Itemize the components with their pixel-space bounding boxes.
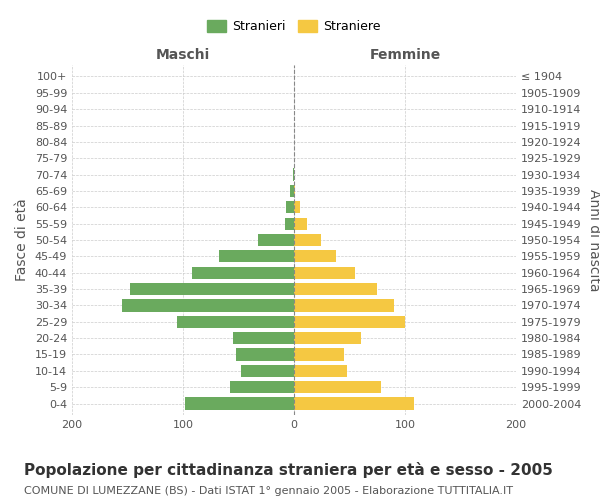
Bar (130, 283, 294, 295)
Bar (294, 364, 347, 377)
Bar (185, 398, 294, 409)
Bar (294, 250, 336, 262)
Bar (293, 168, 294, 180)
Text: Femmine: Femmine (370, 48, 440, 62)
Bar (290, 185, 294, 197)
Bar (192, 266, 294, 279)
Y-axis label: Anni di nascita: Anni di nascita (587, 188, 600, 291)
Bar (294, 348, 344, 360)
Legend: Stranieri, Straniere: Stranieri, Straniere (202, 15, 386, 38)
Bar (285, 218, 294, 230)
Bar (294, 266, 355, 279)
Bar (294, 283, 377, 295)
Y-axis label: Fasce di età: Fasce di età (15, 198, 29, 281)
Bar (286, 201, 294, 213)
Bar (294, 234, 320, 246)
Text: Maschi: Maschi (156, 48, 210, 62)
Bar (294, 316, 405, 328)
Bar (294, 332, 361, 344)
Bar (294, 218, 307, 230)
Bar (259, 234, 294, 246)
Bar (218, 250, 294, 262)
Bar (294, 381, 380, 394)
Bar (230, 381, 294, 394)
Bar (122, 300, 294, 312)
Bar (241, 364, 294, 377)
Bar (233, 332, 294, 344)
Bar (294, 398, 414, 409)
Bar (294, 300, 394, 312)
Bar (294, 185, 295, 197)
Bar (236, 348, 294, 360)
Bar (178, 316, 294, 328)
Bar (294, 201, 299, 213)
Text: Popolazione per cittadinanza straniera per età e sesso - 2005: Popolazione per cittadinanza straniera p… (24, 462, 553, 478)
Text: COMUNE DI LUMEZZANE (BS) - Dati ISTAT 1° gennaio 2005 - Elaborazione TUTTITALIA.: COMUNE DI LUMEZZANE (BS) - Dati ISTAT 1°… (24, 486, 513, 496)
